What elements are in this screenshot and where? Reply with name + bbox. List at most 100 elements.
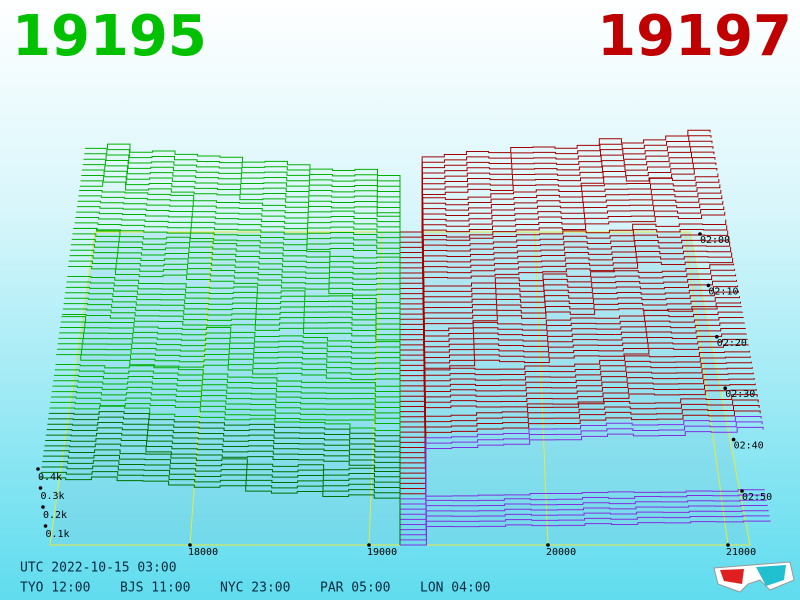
- bid-depth-line: [53, 380, 401, 453]
- price-tick-label: 21000: [726, 547, 756, 558]
- ask-depth-line: [400, 317, 744, 407]
- price-tick-label: 19000: [367, 547, 397, 558]
- ask-depth-line: [400, 241, 731, 336]
- bid-depth-line: [82, 165, 401, 253]
- bid-depth-line: [59, 326, 401, 407]
- clock-label: NYC 23:00: [220, 581, 290, 596]
- bid-price: 19195: [12, 4, 207, 69]
- bid-depth-line: [67, 276, 401, 356]
- bid-depth-line: [80, 176, 401, 263]
- time-tick-label: 02:20: [717, 338, 747, 349]
- bid-depth-line: [69, 255, 401, 340]
- bid-depth-line: [82, 159, 401, 248]
- bid-depth-line: [43, 449, 401, 520]
- ask-depth-line: [400, 350, 750, 438]
- price-grid: [534, 231, 549, 546]
- ask-depth-line: [400, 135, 712, 238]
- ask-depth-line: [400, 236, 730, 330]
- ask-depth-line: [400, 168, 718, 269]
- ask-depth-line: [400, 279, 738, 372]
- bid-depth-line: [40, 471, 401, 540]
- bid-depth-line: [65, 286, 401, 366]
- bid-depth-line: [55, 364, 401, 438]
- depth-tick-label: 0.3k: [41, 491, 65, 502]
- labels: 0.4k 0.3k 0.2k 0.1k 18000 19000 20000 21000 02:0…: [20, 232, 772, 596]
- depth-tick-label: 0.2k: [43, 510, 67, 521]
- ask-depth-line: [400, 372, 754, 459]
- bid-depth-line: [42, 460, 401, 530]
- ask-depth-line: [400, 410, 761, 495]
- ask-price: 19197: [597, 4, 792, 69]
- depth-tick-label: 0.1k: [46, 529, 70, 540]
- bid-depth-line: [85, 143, 401, 232]
- price-grid: [684, 231, 729, 546]
- ask-depth-line: [400, 322, 745, 413]
- bid-depth-line: [83, 154, 401, 243]
- bid-depth-line: [66, 281, 401, 361]
- ask-depth-line: [400, 146, 714, 248]
- time-tick: [740, 489, 744, 493]
- ask-depth-line: [400, 162, 717, 264]
- ask-depth-line: [400, 184, 721, 284]
- bid-depth-line: [79, 181, 401, 268]
- bid-depth-line: [70, 244, 401, 330]
- bid-depth-line: [75, 217, 401, 299]
- ask-depth-line: [400, 211, 726, 310]
- ask-depth-line: [400, 333, 747, 423]
- bid-depth-line: [58, 337, 401, 417]
- bid-depth-line: [68, 260, 401, 345]
- bid-depth-line: [72, 233, 401, 320]
- ask-depth-line: [400, 520, 771, 546]
- ask-depth-line: [400, 421, 763, 505]
- ask-depth-line: [400, 285, 739, 377]
- ask-depth-line: [400, 515, 770, 541]
- ask-depth-line: [400, 499, 767, 525]
- bid-depth-line: [65, 292, 401, 371]
- ask-depth-line: [400, 257, 734, 351]
- bid-depth-line: [59, 332, 401, 412]
- depth-surface: [40, 129, 771, 546]
- ask-depth-line: [400, 311, 743, 402]
- ask-depth-line: [400, 157, 716, 259]
- bid-depth-line: [71, 238, 401, 325]
- bid-depth-line: [46, 427, 401, 499]
- ask-depth-line: [400, 378, 755, 464]
- ask-depth-line: [400, 230, 729, 325]
- bid-depth-line: [73, 227, 401, 309]
- bid-depth-line: [56, 348, 401, 427]
- bid-depth-line: [44, 443, 401, 515]
- ask-depth-line: [400, 219, 727, 315]
- bid-depth-line: [45, 432, 401, 504]
- glasses-icon[interactable]: [713, 561, 795, 593]
- bid-depth-line: [77, 200, 401, 284]
- ask-depth-line: [400, 301, 741, 392]
- bid-depth-line: [76, 211, 401, 294]
- bid-depth-line: [81, 170, 401, 258]
- price-tick-label: 18000: [188, 547, 218, 558]
- ask-depth-line: [400, 504, 768, 531]
- depth-tick: [38, 486, 43, 490]
- ask-depth-line: [400, 189, 722, 289]
- ask-depth-line: [400, 206, 725, 305]
- ask-depth-line: [400, 129, 711, 233]
- ask-depth-line: [400, 195, 723, 295]
- time-tick: [715, 335, 719, 339]
- bid-depth-line: [63, 303, 401, 381]
- time-tick-label: 02:10: [708, 286, 738, 297]
- depth-tick-label: 0.4k: [38, 472, 62, 483]
- ask-depth-line: [400, 306, 742, 397]
- ask-depth-line: [400, 225, 728, 320]
- bid-depth-line: [51, 391, 401, 463]
- ask-depth-line: [400, 405, 760, 490]
- bid-depth-line: [78, 195, 401, 279]
- ask-depth-line: [400, 290, 740, 382]
- price-tick: [188, 543, 192, 547]
- price-tick: [546, 543, 550, 547]
- ask-depth-line: [400, 344, 749, 433]
- time-tick-label: 02:40: [734, 441, 764, 452]
- price-tick: [367, 543, 371, 547]
- ask-depth-line: [400, 263, 735, 356]
- ask-depth-line: [400, 327, 746, 418]
- clock-label: TYO 12:00: [20, 581, 90, 596]
- ask-depth-line: [400, 494, 766, 520]
